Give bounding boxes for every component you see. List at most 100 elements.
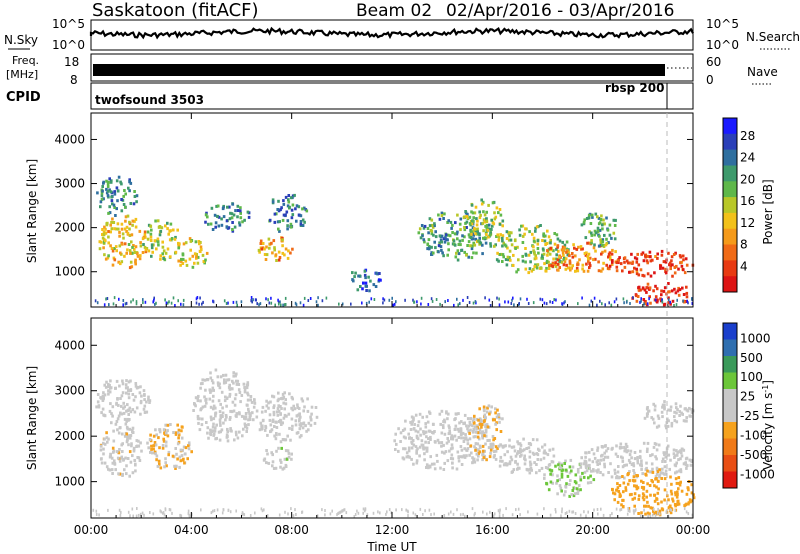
data-cell xyxy=(558,259,561,263)
data-cell xyxy=(513,449,517,453)
data-cell xyxy=(135,406,139,410)
ground-scatter-cell xyxy=(294,301,297,305)
data-cell xyxy=(229,416,232,419)
data-cell xyxy=(271,453,274,457)
data-cell xyxy=(125,419,128,423)
data-cell xyxy=(413,423,416,426)
data-cell xyxy=(403,427,407,431)
data-cell xyxy=(560,248,564,252)
data-cell xyxy=(203,395,206,399)
data-cell xyxy=(635,484,638,488)
data-cell xyxy=(459,427,463,431)
data-cell xyxy=(685,416,688,420)
data-cell xyxy=(684,463,688,467)
data-cell xyxy=(472,458,475,462)
data-cell xyxy=(120,209,124,213)
ground-scatter-cell xyxy=(564,300,566,304)
data-cell xyxy=(281,244,284,248)
ground-scatter-cell xyxy=(466,296,469,299)
data-cell xyxy=(434,246,437,250)
data-cell xyxy=(680,447,684,451)
ground-scatter-cell xyxy=(686,299,688,303)
data-cell xyxy=(618,256,621,260)
data-cell xyxy=(478,236,481,240)
data-cell xyxy=(571,264,574,268)
power-cbar-label: Power [dB] xyxy=(761,179,775,244)
data-cell xyxy=(631,270,635,274)
data-cell xyxy=(436,438,440,442)
data-cell xyxy=(509,455,513,459)
data-cell xyxy=(434,235,438,239)
ground-scatter-cell xyxy=(370,297,373,301)
data-cell xyxy=(640,252,643,256)
data-cell xyxy=(282,466,286,470)
data-cell xyxy=(574,473,578,477)
data-cell xyxy=(108,205,111,209)
data-cell xyxy=(659,264,662,268)
ground-scatter-cell xyxy=(632,509,635,513)
colorbar-swatch xyxy=(723,339,737,357)
data-cell xyxy=(553,232,556,235)
data-cell xyxy=(289,438,292,442)
data-cell xyxy=(670,421,674,425)
data-cell xyxy=(440,444,443,448)
data-cell xyxy=(610,236,613,240)
data-cell xyxy=(232,213,236,217)
data-cell xyxy=(469,423,472,427)
data-cell xyxy=(456,230,459,234)
data-cell xyxy=(281,392,285,396)
data-cell xyxy=(645,412,649,416)
data-cell xyxy=(557,268,560,272)
data-cell xyxy=(245,426,249,430)
data-cell xyxy=(119,262,122,266)
data-cell xyxy=(105,191,109,195)
data-cell xyxy=(415,459,419,463)
data-cell xyxy=(546,229,549,233)
data-cell xyxy=(416,430,420,434)
data-cell xyxy=(208,397,212,401)
freq-label-2: [MHz] xyxy=(6,68,38,81)
data-cell xyxy=(450,437,453,441)
ground-scatter-cell xyxy=(648,297,650,301)
data-cell xyxy=(427,437,430,441)
data-cell xyxy=(356,288,360,292)
data-cell xyxy=(499,233,502,237)
ground-scatter-cell xyxy=(657,511,659,515)
data-cell xyxy=(557,249,560,253)
data-cell xyxy=(505,230,509,234)
data-cell xyxy=(425,435,428,439)
ground-scatter-cell xyxy=(252,298,254,302)
data-cell xyxy=(124,205,127,209)
data-cell xyxy=(561,240,564,244)
data-cell xyxy=(664,267,667,271)
data-cell xyxy=(669,511,673,515)
data-cell xyxy=(215,204,218,208)
data-cell xyxy=(677,286,680,290)
data-cell xyxy=(674,493,677,497)
data-cell xyxy=(286,227,289,231)
data-cell xyxy=(443,418,446,422)
data-cell xyxy=(605,237,608,241)
nsky-tick-top: 10^5 xyxy=(52,17,85,31)
data-cell xyxy=(129,202,133,205)
data-cell xyxy=(135,200,138,204)
colorbar-tick-label: 500 xyxy=(740,351,763,365)
data-cell xyxy=(124,383,128,387)
data-cell xyxy=(661,405,664,409)
data-cell xyxy=(109,402,112,406)
data-cell xyxy=(213,213,217,217)
data-cell xyxy=(204,220,207,224)
data-cell xyxy=(272,395,276,399)
data-cell xyxy=(265,245,268,249)
data-cell xyxy=(683,407,687,411)
data-cell xyxy=(267,406,270,410)
ground-scatter-cell xyxy=(391,296,393,300)
ground-scatter-cell xyxy=(639,300,641,304)
ground-scatter-cell xyxy=(94,299,97,303)
data-cell xyxy=(684,461,687,465)
ground-scatter-cell xyxy=(243,513,246,517)
data-cell xyxy=(177,433,181,437)
data-cell xyxy=(481,451,485,455)
ground-scatter-cell xyxy=(256,302,258,306)
data-cell xyxy=(669,458,672,462)
